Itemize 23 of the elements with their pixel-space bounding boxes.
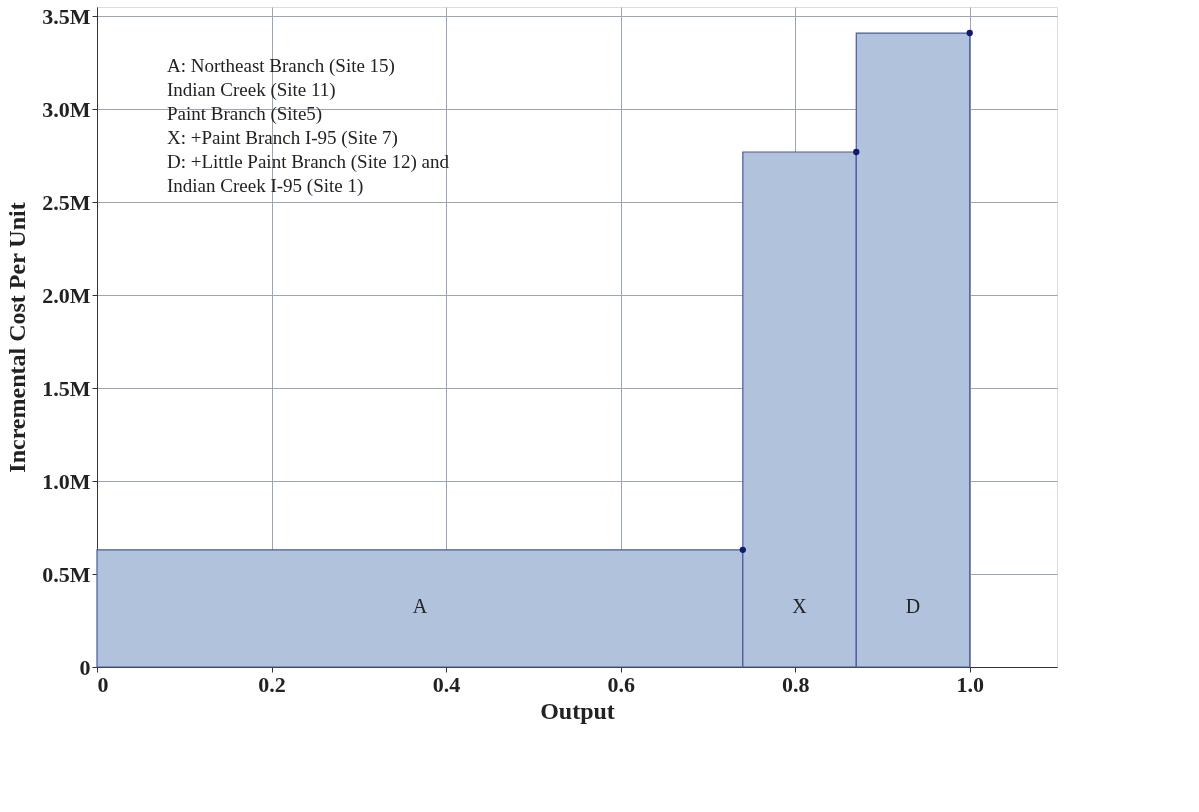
y-tick-label: 0.5M	[42, 561, 91, 587]
x-tick-label: 0	[97, 671, 109, 697]
x-tick-label: 0.8	[781, 671, 810, 697]
point	[739, 546, 746, 554]
point	[853, 148, 860, 156]
y-axis-title: Incremental Cost Per Unit	[4, 202, 31, 473]
y-tick-label: 3.5M	[42, 3, 91, 29]
x-tick-label: 0.6	[607, 671, 635, 697]
y-tick-label: 2.0M	[42, 282, 91, 308]
annotation: X	[792, 595, 808, 617]
x-axis-title: Output	[540, 697, 615, 724]
y-tick-label: 3.0M	[42, 96, 91, 122]
annotation: D	[905, 595, 921, 617]
x-tick-label: 0.2	[258, 671, 286, 697]
x-tick-label: 1.0	[956, 671, 984, 697]
y-tick-label: 2.5M	[42, 189, 91, 215]
point	[966, 29, 973, 37]
y-tick-label: 1.5M	[42, 375, 91, 401]
annotation: A: Northeast Branch (Site 15) Indian Creek (Site 11) Paint Branch (Site5) X: +Paint Branch I-95 (Site 7) D: +Little Paint Branch (Site 12) and Indian Creek I-95 (Site 1)	[167, 55, 450, 197]
x-tick-label: 0.4	[432, 671, 461, 697]
y-tick-label: 1.0M	[42, 468, 91, 494]
y-tick-label: 0	[79, 654, 91, 680]
annotation: A	[412, 595, 428, 617]
